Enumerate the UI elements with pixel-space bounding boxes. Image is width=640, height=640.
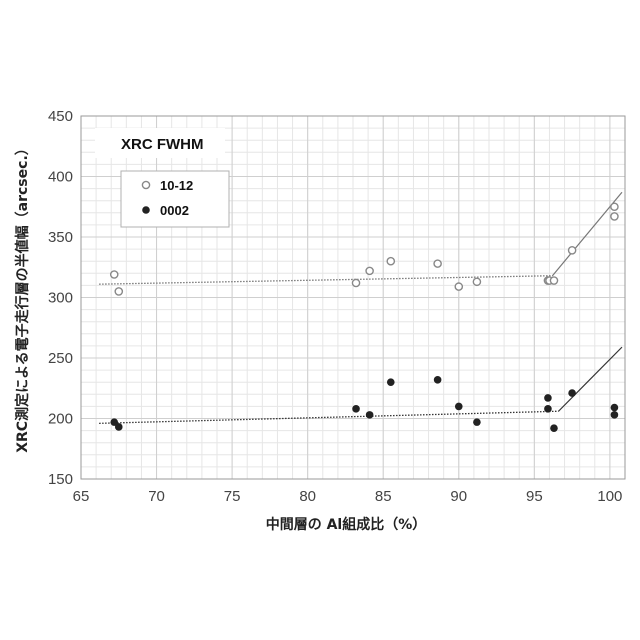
data-point-0002 [366,411,374,419]
data-point-0002 [434,376,442,384]
x-tick-label: 95 [526,488,543,505]
data-point-10-12 [473,278,480,285]
data-point-10-12 [387,258,394,265]
data-point-0002 [568,389,576,397]
legend-label-0002: 0002 [160,203,189,218]
data-point-10-12 [111,271,118,278]
data-point-0002 [544,405,552,413]
legend: 10-12 0002 [121,171,229,227]
y-axis-label: XRC測定による電子走行層の半値幅（arcsec.） [14,141,31,453]
legend-marker-0002 [142,206,150,214]
x-tick-label: 70 [148,488,165,505]
legend-marker-10-12 [142,181,149,188]
data-point-0002 [473,418,481,426]
data-point-10-12 [569,247,576,254]
data-point-10-12 [366,267,373,274]
y-tick-label: 300 [48,290,73,307]
data-point-10-12 [611,203,618,210]
data-point-0002 [387,378,395,386]
x-tick-label: 65 [73,488,90,505]
x-tick-label: 80 [299,488,316,505]
data-point-0002 [352,405,360,413]
data-point-10-12 [611,213,618,220]
data-point-10-12 [455,283,462,290]
data-point-10-12 [352,279,359,286]
data-point-10-12 [550,277,557,284]
y-tick-label: 200 [48,411,73,428]
x-tick-label: 85 [375,488,392,505]
data-point-0002 [544,394,552,402]
x-tick-label: 100 [597,488,622,505]
y-tick-label: 350 [48,229,73,246]
y-tick-label: 450 [48,108,73,125]
data-point-0002 [455,403,463,411]
y-tick-label: 400 [48,169,73,186]
data-point-10-12 [434,260,441,267]
y-tick-label: 250 [48,350,73,367]
data-point-0002 [611,411,619,419]
data-point-0002 [115,423,123,431]
x-tick-label: 75 [224,488,241,505]
chart-title: XRC FWHM [121,136,204,153]
legend-label-10-12: 10-12 [160,178,193,193]
data-point-0002 [611,404,619,412]
data-point-10-12 [115,288,122,295]
data-point-0002 [550,424,558,432]
y-tick-label: 150 [48,471,73,488]
x-axis-label: 中間層の Al組成比（%） [266,516,427,533]
x-tick-label: 90 [450,488,467,505]
